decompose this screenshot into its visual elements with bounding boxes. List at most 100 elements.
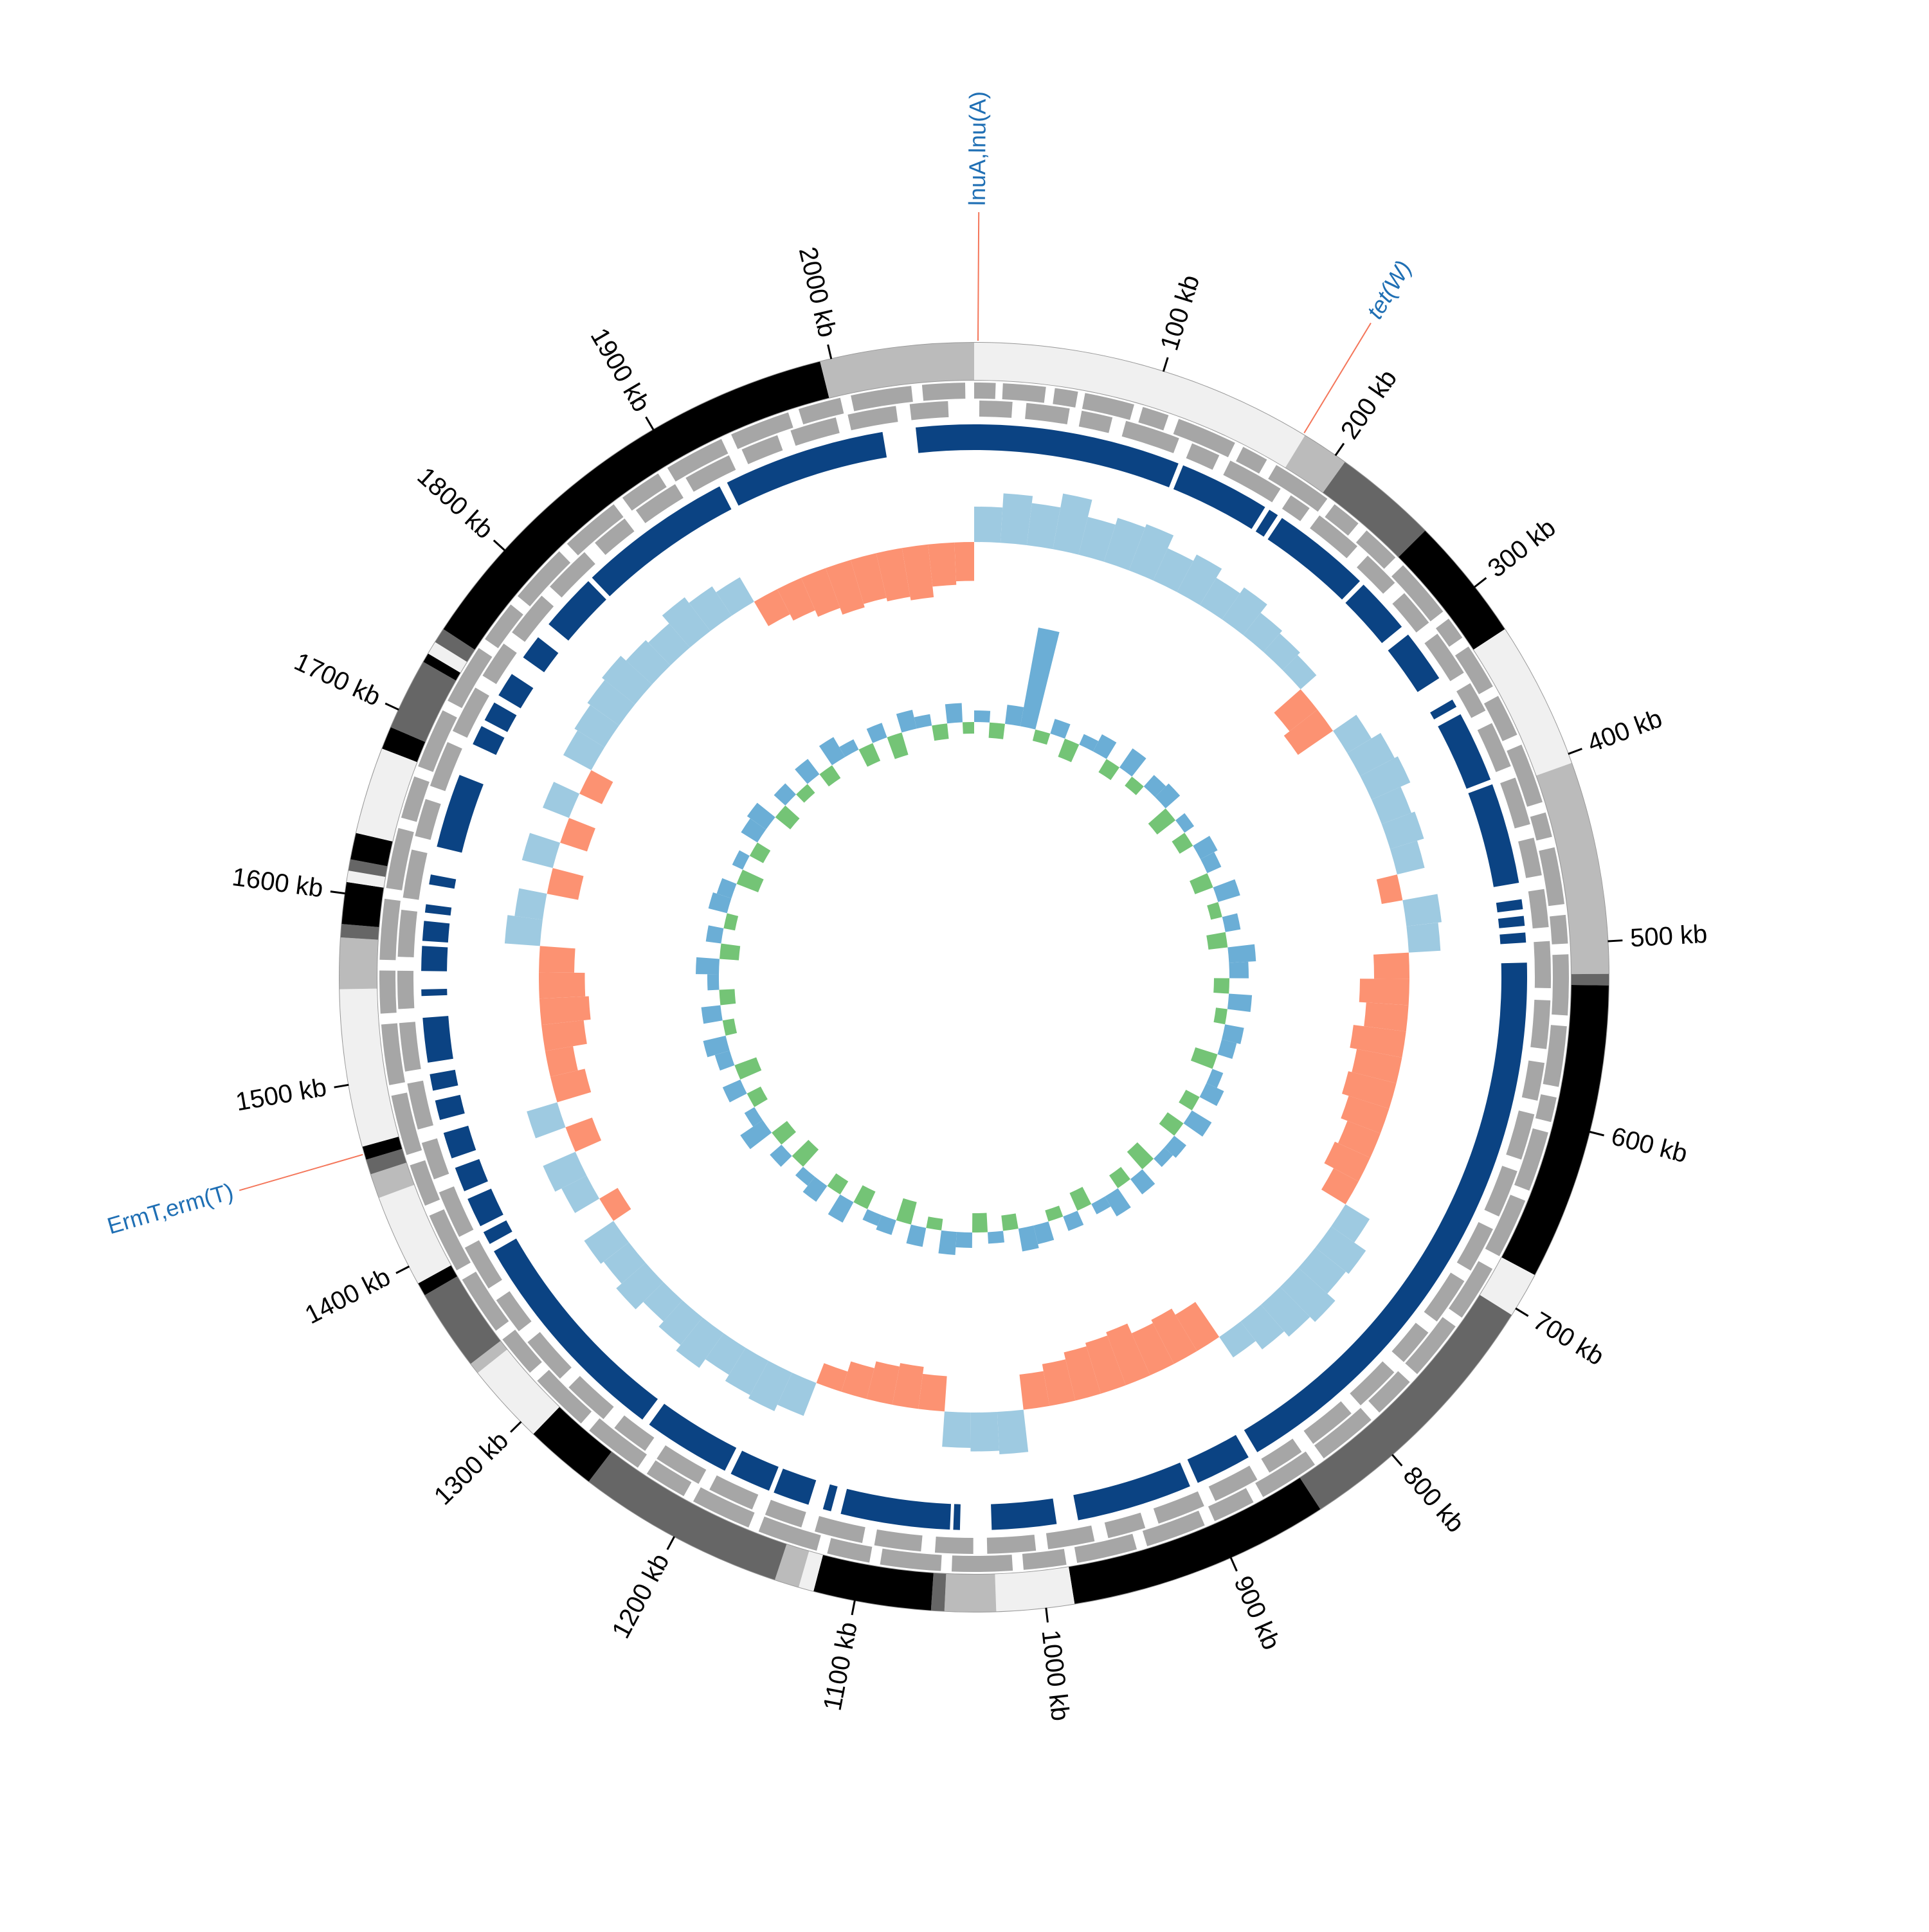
gene [403,849,428,900]
gc-content-bar [866,723,887,743]
gene [1314,1407,1372,1459]
gene [1281,495,1310,521]
gene [1392,593,1429,633]
gc-content-bar [1058,738,1080,763]
gc-skew-bar [648,623,690,665]
tick-mark [1515,1307,1529,1317]
gene [1325,504,1359,536]
gene [448,647,493,709]
contig [588,1452,787,1580]
gc-content-bar [1213,978,1229,994]
gc-content-bar [1172,833,1193,854]
gc-skew-bar [1177,554,1222,606]
gc-skew-bar [1352,1049,1402,1083]
contig [356,748,417,842]
gc-skew-bar [1373,952,1409,979]
synteny-block [1173,465,1265,529]
gene [1310,515,1357,559]
gc-content-bar [1227,944,1256,963]
gc-content-bar [775,805,800,829]
gc-content-bar [747,802,775,830]
gene [1424,1272,1465,1322]
gc-skew-bar [801,568,840,617]
synteny-block [421,946,448,971]
gc-content-bar [876,1214,896,1235]
gc-content-bar [1109,1166,1130,1189]
gc-content-bar [708,892,732,914]
gc-skew-bar [1042,1359,1076,1406]
gc-content-bar [926,1216,943,1231]
gene [1391,565,1444,622]
synteny-block [1499,932,1526,944]
gene [1046,1525,1095,1549]
contig [1571,973,1609,986]
gene [1236,447,1267,474]
gc-content-bar [802,1177,828,1202]
gc-skew-bar [1364,1002,1409,1032]
synteny-block [592,486,732,597]
gc-content-bar [938,1230,957,1255]
gene [1074,1533,1137,1564]
gc-skew-bar [1199,577,1240,620]
gc-skew-bar [543,781,580,818]
gene [485,604,523,649]
gc-content-bar [1213,879,1240,903]
gene [502,1330,542,1373]
synteny-block [1267,518,1361,600]
contig [382,727,426,763]
gene [1454,646,1493,694]
gc-skew-bar [565,1117,602,1152]
gene [1223,460,1281,503]
contig [1285,435,1345,492]
contig [347,871,386,888]
gc-content-bar [827,1173,849,1195]
annotation-line [977,212,980,341]
gc-skew-bar [1347,733,1395,776]
gc-skew-bar [1078,517,1116,562]
gc-content-bar [887,732,909,759]
gene [1173,419,1235,458]
gc-skew-bar [705,1333,746,1375]
annotation-line [1303,322,1372,433]
gc-skew-bar [1333,714,1372,754]
gc-skew-bar [1390,840,1425,875]
annotation-label: lnuA,lnu(A) [964,91,991,206]
gene [1506,1110,1535,1160]
gc-content-bar [701,1005,723,1024]
gc-skew-bar [550,1069,592,1103]
gene [1448,1261,1493,1318]
gc-content-bar [1213,1007,1227,1025]
gc-skew-bar [1274,689,1318,732]
gc-skew-bar [970,1412,1000,1452]
gene [496,1291,532,1332]
gene [815,1516,865,1543]
gc-content-bar [723,913,739,931]
synteny-block [422,921,450,943]
gc-skew-bar [1283,709,1334,755]
gc-content-bar [896,709,917,733]
gc-content-bar [1206,1069,1224,1088]
gc-skew-bar [1106,1323,1150,1386]
gc-skew-bar [1337,1121,1381,1158]
gc-content-bar [1190,1047,1218,1069]
gene [1528,889,1549,929]
synteny-block [494,1238,658,1420]
gc-skew-bar [997,1409,1029,1454]
contig [443,361,829,650]
gc-skew-bar [539,996,591,1025]
gc-skew-bar [587,680,635,726]
synteny-block [467,1188,503,1227]
gene [1255,1451,1316,1497]
gene [397,909,417,957]
gc-content-bar [862,1209,882,1226]
synteny-block [455,1159,488,1191]
tick-mark [385,702,399,711]
gc-skew-bar [561,1175,600,1213]
gc-content-bar [819,737,846,766]
gc-skew-bar [1053,493,1092,555]
gc-content-bar [1119,748,1146,777]
gc-content-bar [1033,1221,1055,1245]
gene [1456,683,1486,718]
